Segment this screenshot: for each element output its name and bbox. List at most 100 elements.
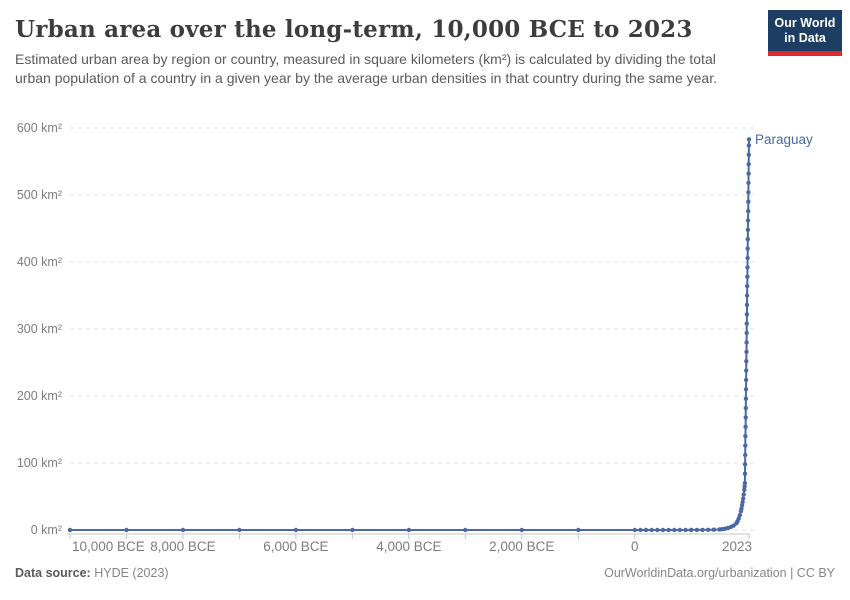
data-point[interactable] — [743, 377, 749, 383]
data-source-note: Data source: HYDE (2023) — [15, 566, 169, 580]
data-point[interactable] — [666, 527, 671, 533]
owid-logo-line2: in Data — [784, 31, 826, 45]
y-tick-label: 500 km² — [17, 188, 62, 202]
data-point[interactable] — [649, 527, 654, 533]
series-paraguay[interactable]: Paraguay — [67, 132, 813, 533]
data-point[interactable] — [711, 527, 716, 532]
data-point[interactable] — [576, 527, 581, 533]
data-point[interactable] — [293, 527, 299, 533]
data-source-value: HYDE (2023) — [94, 566, 169, 580]
owid-logo-box: Our World in Data — [768, 10, 842, 51]
data-point[interactable] — [736, 516, 741, 521]
data-point[interactable] — [694, 527, 700, 533]
data-point[interactable] — [700, 527, 705, 533]
data-point[interactable] — [683, 527, 688, 533]
data-point[interactable] — [746, 180, 751, 186]
data-point[interactable] — [745, 274, 750, 279]
owid-logo[interactable]: Our World in Data — [768, 10, 842, 56]
data-point[interactable] — [744, 340, 749, 345]
data-point[interactable] — [180, 527, 186, 533]
data-point[interactable] — [746, 199, 751, 204]
entity-label[interactable]: Paraguay — [755, 132, 813, 147]
data-point[interactable] — [463, 527, 468, 533]
data-point[interactable] — [519, 527, 524, 533]
data-point[interactable] — [655, 527, 660, 533]
data-point[interactable] — [632, 527, 637, 533]
data-point[interactable] — [745, 237, 750, 242]
chart-footer: Data source: HYDE (2023) OurWorldinData.… — [0, 566, 850, 580]
data-point[interactable] — [124, 527, 129, 533]
data-point[interactable] — [745, 218, 751, 223]
data-point[interactable] — [740, 499, 745, 505]
attribution-link[interactable]: OurWorldinData.org/urbanization | CC BY — [604, 566, 835, 580]
data-point[interactable] — [742, 480, 748, 486]
data-point[interactable] — [739, 506, 744, 511]
data-point[interactable] — [638, 527, 643, 533]
data-point[interactable] — [743, 405, 748, 411]
data-point[interactable] — [744, 302, 750, 308]
data-point[interactable] — [743, 452, 748, 458]
data-point[interactable] — [745, 283, 750, 289]
data-point[interactable] — [660, 527, 666, 533]
y-tick-label: 600 km² — [17, 121, 62, 135]
data-point[interactable] — [689, 527, 694, 533]
data-point[interactable] — [745, 255, 750, 261]
data-point[interactable] — [745, 246, 750, 251]
data-point[interactable] — [744, 293, 750, 298]
x-tick-label: 8,000 BCE — [150, 539, 215, 554]
data-point[interactable] — [406, 527, 412, 533]
data-point[interactable] — [643, 527, 649, 533]
x-tick-label: 2,000 BCE — [489, 539, 554, 554]
data-point[interactable] — [745, 265, 750, 270]
x-tick-label: 6,000 BCE — [263, 539, 328, 554]
data-point[interactable] — [742, 484, 747, 489]
data-point[interactable] — [743, 443, 748, 448]
x-tick-label: 2023 — [722, 539, 752, 554]
data-point[interactable] — [744, 321, 749, 326]
data-point[interactable] — [677, 527, 683, 533]
x-tick-label: 4,000 BCE — [376, 539, 441, 554]
x-axis: 10,000 BCE 8,000 BCE 6,000 BCE 4,000 BCE 2,0… — [67, 533, 752, 554]
y-tick-label: 400 km² — [17, 255, 62, 269]
data-point[interactable] — [737, 513, 742, 518]
owid-logo-line1: Our World — [774, 16, 836, 30]
data-point[interactable] — [742, 462, 748, 467]
data-point[interactable] — [746, 152, 751, 157]
data-point[interactable] — [706, 527, 711, 532]
data-point[interactable] — [743, 387, 749, 392]
series-line[interactable] — [69, 138, 750, 531]
data-point[interactable] — [237, 527, 242, 533]
y-axis-labels: 0 km² 100 km² 200 km² 300 km² 400 km² 500 km²… — [17, 121, 62, 537]
data-point[interactable] — [739, 503, 745, 508]
data-point[interactable] — [746, 208, 751, 214]
data-point[interactable] — [746, 162, 751, 167]
data-point[interactable] — [742, 487, 747, 492]
data-point[interactable] — [744, 359, 749, 364]
data-point[interactable] — [741, 492, 746, 497]
data-point[interactable] — [743, 424, 748, 429]
data-point[interactable] — [350, 527, 355, 533]
data-source-label: Data source: — [15, 566, 91, 580]
data-point[interactable] — [742, 471, 748, 476]
data-point[interactable] — [744, 330, 749, 336]
data-point[interactable] — [743, 396, 749, 401]
y-tick-label: 0 km² — [31, 523, 62, 537]
data-point[interactable] — [744, 312, 750, 317]
data-point[interactable] — [744, 368, 749, 373]
data-point[interactable] — [745, 227, 751, 232]
data-point[interactable] — [743, 415, 748, 420]
data-point[interactable] — [672, 527, 677, 533]
data-point[interactable] — [743, 434, 748, 439]
data-point[interactable] — [746, 137, 752, 142]
x-tick-label: 10,000 BCE — [72, 539, 145, 554]
data-point[interactable] — [746, 171, 751, 176]
data-point[interactable] — [67, 527, 73, 533]
data-point[interactable] — [746, 143, 752, 148]
data-point[interactable] — [744, 349, 749, 354]
x-tick-label: 0 — [631, 539, 639, 554]
data-point[interactable] — [741, 496, 746, 501]
y-tick-label: 300 km² — [17, 322, 62, 336]
data-point[interactable] — [746, 190, 751, 195]
